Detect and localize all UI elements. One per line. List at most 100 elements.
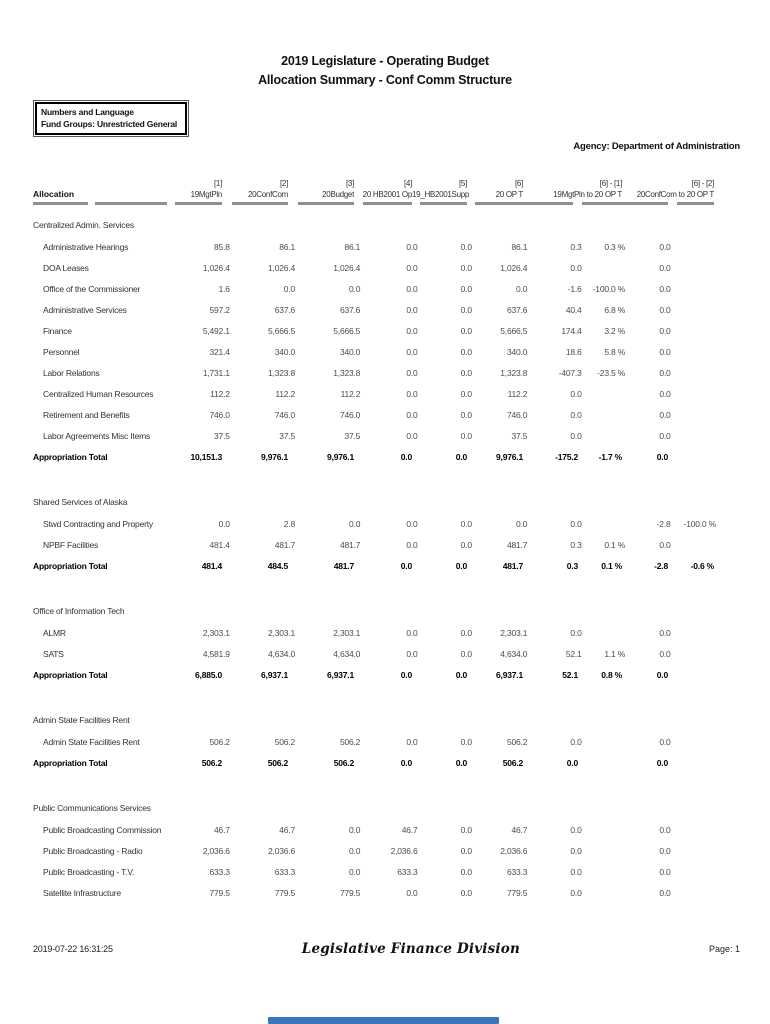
row-label: Office of the Commissioner bbox=[43, 284, 141, 294]
cell-value: 0.0 bbox=[406, 284, 418, 294]
row-label: Appropriation Total bbox=[33, 758, 108, 768]
cell-value: 0.0 bbox=[460, 737, 472, 747]
allocation-header-label: Allocation bbox=[33, 189, 75, 199]
cell-value: 0.0 bbox=[570, 410, 582, 420]
column-number: [1] bbox=[214, 179, 222, 188]
column-number: [6] - [2] bbox=[691, 179, 715, 188]
cell-value: 0.0 bbox=[460, 242, 472, 252]
column-header-cell: [5] 19_HB2001Supp bbox=[412, 178, 470, 205]
cell-value: 0.0 bbox=[460, 867, 472, 877]
cell-value: 0.0 bbox=[659, 389, 671, 399]
cell-value: 0.0 bbox=[570, 431, 582, 441]
cell-value: 633.3 bbox=[506, 867, 528, 877]
cell-value bbox=[671, 279, 716, 284]
cell-value bbox=[671, 258, 716, 263]
cell-value: 0.0 bbox=[460, 284, 472, 294]
cell-value: 0.0 bbox=[218, 519, 230, 529]
cell-value: 2,303.1 bbox=[333, 628, 361, 638]
cell-value: 506.2 bbox=[267, 758, 288, 768]
cell-value: 5,666.5 bbox=[333, 326, 361, 336]
cell-value: 86.1 bbox=[279, 242, 295, 252]
report-title-line2: Allocation Summary - Conf Comm Structure bbox=[258, 73, 512, 87]
cell-value: 0.0 bbox=[460, 326, 472, 336]
cell-value: 0.0 bbox=[659, 888, 671, 898]
row-label: Stwd Contracting and Property bbox=[43, 519, 153, 529]
cell-value: 37.5 bbox=[344, 431, 361, 441]
cell-value: 2.8 bbox=[283, 519, 295, 529]
cell-value: 46.7 bbox=[401, 825, 418, 835]
bottom-scrollbar-thumb[interactable] bbox=[268, 1017, 499, 1024]
section-header-row: Public Communications Services bbox=[33, 798, 716, 820]
cell-value: 0.0 bbox=[659, 540, 671, 550]
cell-value bbox=[671, 820, 716, 825]
cell-value: 5,492.1 bbox=[202, 326, 230, 336]
allocation-row: Public Broadcasting Commission 46.7 46.7 0.… bbox=[33, 820, 716, 841]
cell-value: 37.5 bbox=[279, 431, 295, 441]
cell-value: 1,323.8 bbox=[500, 368, 528, 378]
row-label: Shared Services of Alaska bbox=[33, 497, 128, 507]
allocation-row: Personnel 321.4 340.0 340.0 0.0 0.0 340.0 18.6 5… bbox=[33, 342, 716, 363]
cell-value: 2,303.1 bbox=[500, 628, 528, 638]
cell-value: -2.8 bbox=[654, 561, 668, 571]
cell-value: 0.0 bbox=[460, 389, 472, 399]
section-header-row: Shared Services of Alaska bbox=[33, 492, 716, 514]
row-label: Finance bbox=[43, 326, 72, 336]
cell-value: 0.0 bbox=[659, 431, 671, 441]
cell-value: 9,976.1 bbox=[496, 452, 523, 462]
cell-value: 0.0 bbox=[659, 867, 671, 877]
cell-value: 0.0 bbox=[283, 284, 295, 294]
cell-value: -0.6 % bbox=[690, 561, 715, 571]
cell-value bbox=[671, 883, 716, 888]
row-label: Labor Agreements Misc Items bbox=[43, 431, 151, 441]
column-name: 19_HB2001Supp bbox=[412, 190, 470, 199]
cell-value: 481.7 bbox=[502, 561, 523, 571]
cell-value: 0.0 bbox=[349, 519, 361, 529]
cell-value: 0.0 bbox=[406, 540, 418, 550]
cell-value: 46.7 bbox=[511, 825, 528, 835]
cell-value: 0.0 bbox=[659, 368, 671, 378]
cell-value bbox=[671, 426, 716, 431]
column-header-cell: [3] 20Budget bbox=[288, 178, 354, 205]
cell-value: 481.4 bbox=[201, 561, 222, 571]
cell-value: 0.0 bbox=[570, 888, 582, 898]
row-label: NPBF Facilities bbox=[43, 540, 99, 550]
cell-value: 321.4 bbox=[209, 347, 230, 357]
cell-value: 0.0 bbox=[566, 758, 578, 768]
cell-value: 779.5 bbox=[339, 888, 361, 898]
allocation-row: Labor Relations 1,731.1 1,323.8 1,323.8 0.0 0… bbox=[33, 363, 716, 384]
row-label: Public Broadcasting - Radio bbox=[43, 846, 143, 856]
allocation-row: Retirement and Benefits 746.0 746.0 746.0 0.… bbox=[33, 405, 716, 426]
cell-value: 0.0 bbox=[406, 737, 418, 747]
cell-value: 2,036.6 bbox=[202, 846, 230, 856]
cell-value bbox=[582, 514, 625, 519]
table-section: Shared Services of Alaska Stwd Contractin… bbox=[33, 492, 716, 577]
cell-value: 4,581.9 bbox=[202, 649, 230, 659]
allocation-header-cell: Allocation bbox=[33, 178, 167, 205]
underline-segment bbox=[175, 202, 222, 205]
cell-value bbox=[582, 405, 625, 410]
cell-value: 6,937.1 bbox=[496, 670, 523, 680]
allocation-row: Admin State Facilities Rent 506.2 506.2 506… bbox=[33, 732, 716, 753]
allocation-row: Public Broadcasting - Radio 2,036.6 2,036.… bbox=[33, 841, 716, 862]
row-label: SATS bbox=[43, 649, 64, 659]
column-number: [5] bbox=[459, 179, 467, 188]
table-header-row: Allocation [1] 19MgtPln [2] 20ConfCom [3] 20B… bbox=[33, 178, 716, 205]
appropriation-total-row: Appropriation Total 10,151.3 9,976.1 9,976.… bbox=[33, 447, 716, 468]
column-underline bbox=[412, 202, 467, 205]
cell-value: 0.0 bbox=[349, 284, 361, 294]
cell-value: -1.6 bbox=[567, 284, 582, 294]
agency-label: Agency: Department of Administration bbox=[573, 141, 740, 152]
column-header-cell: [1] 19MgtPln bbox=[167, 178, 222, 205]
underline-segment bbox=[523, 202, 573, 205]
cell-value: 9,976.1 bbox=[261, 452, 288, 462]
cell-value: 6,885.0 bbox=[195, 670, 222, 680]
underline-segment bbox=[95, 202, 167, 205]
cell-value: 174.4 bbox=[561, 326, 582, 336]
cell-value: 0.0 bbox=[570, 263, 582, 273]
cell-value: 52.1 bbox=[562, 670, 578, 680]
table-section: Centralized Admin. Services Administrativ… bbox=[33, 215, 716, 468]
cell-value bbox=[671, 384, 716, 389]
cell-value: 633.3 bbox=[274, 867, 295, 877]
cell-value: 637.6 bbox=[506, 305, 528, 315]
cell-value: 481.7 bbox=[339, 540, 361, 550]
